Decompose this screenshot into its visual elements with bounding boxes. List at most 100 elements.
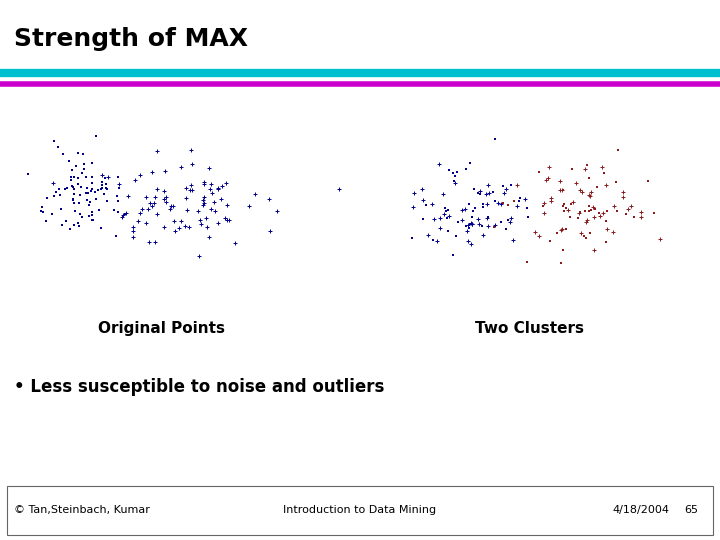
Point: [552, 229, 563, 238]
Point: [53, 185, 64, 194]
Point: [143, 205, 154, 213]
Point: [86, 208, 98, 217]
Text: • Less susceptible to noise and outliers: • Less susceptible to noise and outliers: [14, 378, 384, 396]
Point: [135, 171, 146, 179]
Point: [422, 231, 433, 240]
Point: [113, 184, 125, 192]
Point: [76, 213, 88, 221]
Point: [194, 252, 205, 260]
Point: [500, 224, 512, 233]
Point: [538, 198, 549, 207]
Point: [575, 208, 586, 217]
Point: [54, 191, 66, 199]
Point: [73, 174, 84, 183]
Point: [467, 220, 478, 228]
Point: [36, 206, 48, 215]
Point: [69, 207, 81, 215]
Point: [71, 162, 82, 171]
Point: [203, 232, 215, 241]
Point: [621, 210, 632, 219]
Point: [464, 223, 475, 232]
Point: [122, 192, 134, 200]
Point: [588, 203, 599, 212]
Point: [164, 205, 176, 213]
Point: [477, 231, 489, 239]
Point: [448, 177, 459, 185]
Point: [144, 199, 156, 208]
Point: [181, 206, 193, 215]
Point: [197, 195, 208, 204]
Point: [557, 186, 568, 194]
Text: Introduction to Data Mining: Introduction to Data Mining: [284, 505, 436, 515]
Point: [556, 225, 567, 234]
Point: [48, 192, 60, 200]
Point: [505, 180, 516, 189]
Point: [68, 190, 80, 199]
Point: [198, 199, 210, 207]
Point: [186, 160, 198, 168]
Point: [461, 227, 472, 235]
Point: [101, 185, 112, 193]
Point: [447, 169, 459, 178]
Point: [199, 193, 210, 201]
Point: [117, 213, 128, 222]
Point: [68, 185, 80, 193]
Point: [490, 196, 501, 205]
Point: [453, 218, 464, 227]
Point: [137, 205, 148, 214]
Point: [543, 163, 554, 172]
Point: [570, 178, 581, 187]
Point: [41, 193, 53, 202]
Point: [575, 228, 587, 237]
Point: [112, 173, 124, 182]
Point: [229, 239, 240, 247]
Point: [443, 165, 454, 174]
Point: [86, 211, 98, 220]
Point: [47, 210, 58, 219]
Point: [460, 165, 472, 173]
Point: [583, 190, 595, 199]
Point: [567, 198, 579, 206]
Point: [91, 195, 102, 204]
Point: [598, 208, 609, 217]
Point: [567, 165, 578, 173]
Point: [473, 219, 485, 228]
Point: [465, 219, 477, 227]
Point: [22, 169, 34, 178]
Point: [497, 182, 508, 191]
Point: [557, 246, 569, 254]
Point: [271, 206, 282, 215]
Point: [456, 206, 468, 215]
Point: [111, 192, 122, 200]
Point: [495, 217, 507, 226]
Point: [183, 222, 194, 231]
Point: [449, 179, 461, 188]
Point: [588, 212, 600, 221]
Point: [474, 190, 486, 199]
Point: [578, 231, 590, 240]
Point: [112, 197, 123, 206]
Point: [482, 222, 493, 231]
Point: [508, 236, 519, 245]
Point: [580, 164, 591, 173]
Point: [477, 200, 488, 209]
Point: [152, 147, 163, 156]
Point: [78, 160, 90, 168]
Point: [147, 168, 158, 177]
Point: [89, 188, 101, 197]
Point: [36, 202, 48, 211]
Point: [192, 206, 204, 215]
Point: [81, 172, 92, 181]
Point: [558, 207, 570, 215]
Point: [583, 206, 595, 215]
Point: [601, 207, 613, 215]
Point: [130, 176, 141, 184]
Point: [99, 190, 110, 198]
Point: [626, 202, 637, 211]
Point: [480, 189, 492, 198]
Point: [490, 220, 501, 229]
Point: [611, 177, 622, 186]
Point: [438, 209, 449, 218]
Point: [74, 210, 86, 218]
Point: [151, 185, 163, 193]
